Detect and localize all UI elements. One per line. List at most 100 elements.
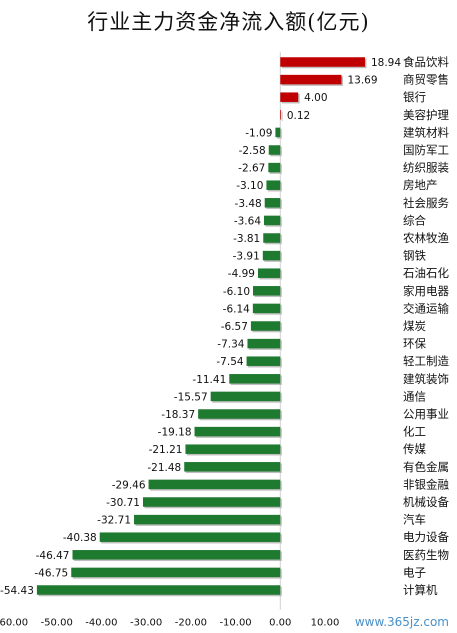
category-label: 轻工制造: [403, 354, 449, 368]
category-label: 食品饮料: [403, 55, 449, 69]
category-label: 机械设备: [403, 495, 449, 509]
bar: [134, 514, 281, 525]
category-label: 通信: [403, 389, 426, 403]
category-label: 非银金融: [403, 477, 449, 491]
bar: [275, 127, 281, 138]
value-label: -2.67: [238, 163, 265, 175]
category-label: 建筑材料: [403, 125, 449, 139]
x-tick-label: -50.00: [41, 618, 73, 629]
category-label: 公用事业: [403, 407, 449, 421]
value-label: -19.18: [158, 427, 192, 439]
bar: [36, 585, 281, 595]
value-label: -30.71: [106, 497, 140, 509]
category-label: 交通运输: [403, 301, 449, 315]
x-tick-label: -60.00: [0, 618, 28, 629]
bar: [71, 567, 281, 578]
category-label: 电力设备: [403, 530, 449, 544]
category-label: 电子: [403, 565, 426, 579]
category-label: 石油石化: [403, 266, 449, 280]
category-label: 医药生物: [403, 548, 449, 562]
value-label: -21.21: [149, 444, 183, 456]
bar: [253, 286, 281, 296]
value-label: -11.41: [192, 374, 226, 386]
bar: [99, 532, 281, 542]
value-label: 13.69: [347, 75, 377, 87]
category-label: 化工: [403, 425, 426, 439]
bar: [250, 321, 281, 331]
value-label: 18.94: [371, 57, 401, 69]
bar-shadow: [281, 111, 283, 122]
bar: [280, 57, 365, 67]
category-label: 纺织服装: [403, 161, 449, 175]
value-label: -6.10: [223, 286, 250, 298]
bar: [263, 233, 281, 243]
bar: [280, 110, 282, 120]
bar: [280, 74, 342, 85]
category-label: 国防军工: [403, 143, 449, 157]
bar: [252, 303, 281, 314]
bar: [184, 462, 281, 472]
value-label: 0.12: [287, 110, 310, 122]
category-label: 传媒: [403, 442, 426, 456]
bar: [264, 198, 281, 208]
category-label: 社会服务: [403, 196, 449, 210]
bar: [229, 374, 281, 384]
chart-title: 行业主力资金净流入额(亿元): [87, 10, 370, 34]
category-label: 钢铁: [403, 249, 426, 263]
labels: 18.94 食品饮料 13.69 商贸零售 4.00 银行 0.12 美容护理 -1.09 建筑材…: [0, 55, 449, 597]
value-label: -40.38: [63, 532, 97, 544]
value-label: -6.57: [221, 321, 248, 333]
x-tick-label: -10.00: [219, 618, 251, 629]
value-label: -32.71: [97, 515, 131, 527]
bar: [266, 180, 281, 190]
value-label: -3.10: [236, 180, 263, 192]
bar: [210, 391, 281, 402]
bar: [148, 479, 281, 490]
value-label: -54.43: [0, 585, 34, 597]
value-label: -3.48: [235, 198, 262, 210]
value-label: -4.99: [228, 268, 255, 280]
value-label: -29.46: [112, 479, 146, 491]
value-label: -3.64: [234, 215, 261, 227]
x-tick-label: -30.00: [130, 618, 162, 629]
x-tick-label: 10.00: [311, 618, 340, 629]
category-label: 综合: [403, 213, 426, 227]
bar: [72, 550, 281, 560]
bar: [246, 356, 281, 366]
x-tick-label: -20.00: [175, 618, 207, 629]
value-label: -15.57: [174, 391, 208, 403]
bar: [142, 497, 281, 507]
value-label: -7.34: [217, 339, 244, 351]
category-label: 煤炭: [403, 319, 426, 333]
bar: [280, 92, 299, 102]
x-axis: -60.00 -50.00 -40.00 -30.00 -20.00 -10.00 0.00…: [0, 52, 339, 629]
value-label: -1.09: [245, 127, 272, 139]
x-tick-label: 0.00: [269, 618, 291, 629]
value-label: -7.54: [216, 356, 243, 368]
bar: [194, 426, 281, 437]
value-label: -18.37: [161, 409, 195, 421]
watermark: www.365jz.com: [354, 615, 449, 629]
category-label: 建筑装饰: [403, 372, 449, 386]
value-label: -46.75: [34, 567, 68, 579]
value-label: -3.91: [233, 251, 260, 263]
bar: [247, 338, 281, 349]
bar: [185, 444, 281, 454]
value-label: -3.81: [233, 233, 260, 245]
value-label: 4.00: [304, 92, 327, 104]
bar: [268, 162, 281, 173]
value-label: -46.47: [36, 550, 70, 562]
bar: [257, 268, 281, 278]
category-label: 计算机: [403, 583, 438, 597]
bar: [262, 250, 281, 261]
category-label: 环保: [403, 337, 426, 351]
bar: [264, 215, 281, 226]
value-label: -6.14: [223, 303, 250, 315]
category-label: 美容护理: [403, 108, 449, 122]
bar: [198, 409, 281, 419]
bars: [36, 57, 367, 597]
x-tick-label: -40.00: [85, 618, 117, 629]
value-label: -21.48: [147, 462, 181, 474]
category-label: 有色金属: [403, 460, 449, 474]
